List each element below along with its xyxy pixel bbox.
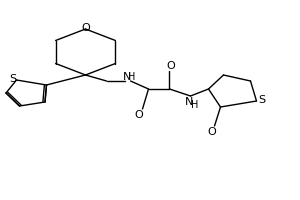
Text: N: N — [185, 97, 193, 107]
Text: S: S — [258, 95, 266, 105]
Text: H: H — [128, 72, 136, 82]
Text: N: N — [123, 72, 132, 82]
Text: O: O — [208, 127, 217, 137]
Text: H: H — [191, 100, 199, 110]
Text: O: O — [81, 23, 90, 33]
Text: S: S — [9, 74, 16, 84]
Text: O: O — [134, 110, 143, 120]
Text: O: O — [167, 61, 176, 71]
